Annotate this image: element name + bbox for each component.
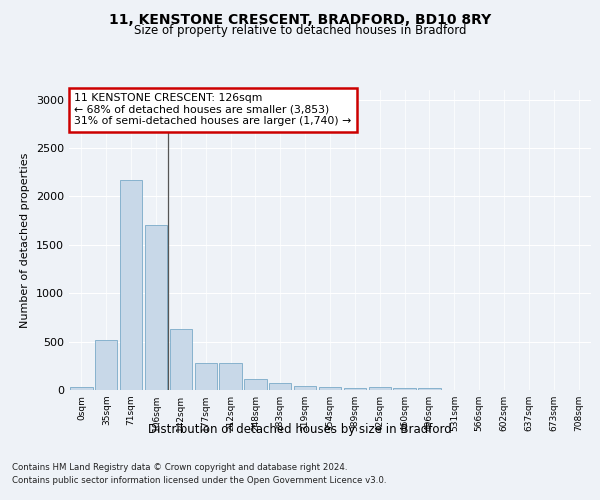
Text: Size of property relative to detached houses in Bradford: Size of property relative to detached ho… [134, 24, 466, 37]
Bar [344, 388, 366, 390]
Bar [145, 226, 167, 390]
Bar [95, 340, 118, 390]
Bar [368, 387, 391, 390]
Y-axis label: Number of detached properties: Number of detached properties [20, 152, 31, 328]
Bar [319, 387, 341, 390]
Bar [418, 388, 440, 390]
Bar [220, 363, 242, 390]
Text: Contains HM Land Registry data © Crown copyright and database right 2024.: Contains HM Land Registry data © Crown c… [12, 462, 347, 471]
Bar [170, 329, 192, 390]
Bar [70, 387, 92, 390]
Bar [394, 388, 416, 390]
Text: 11, KENSTONE CRESCENT, BRADFORD, BD10 8RY: 11, KENSTONE CRESCENT, BRADFORD, BD10 8R… [109, 12, 491, 26]
Text: 11 KENSTONE CRESCENT: 126sqm
← 68% of detached houses are smaller (3,853)
31% of: 11 KENSTONE CRESCENT: 126sqm ← 68% of de… [74, 93, 352, 126]
Text: Distribution of detached houses by size in Bradford: Distribution of detached houses by size … [148, 422, 452, 436]
Bar [120, 180, 142, 390]
Bar [294, 386, 316, 390]
Bar [269, 383, 292, 390]
Bar [244, 379, 266, 390]
Text: Contains public sector information licensed under the Open Government Licence v3: Contains public sector information licen… [12, 476, 386, 485]
Bar [194, 363, 217, 390]
